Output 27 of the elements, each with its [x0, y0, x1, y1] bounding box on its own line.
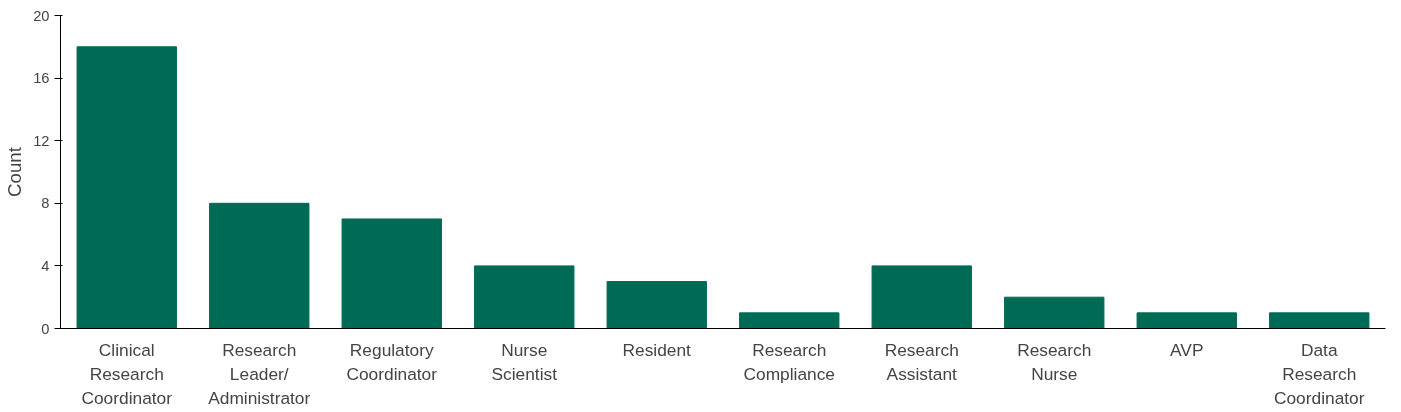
- x-tick-label: Research Leader/Administrator: [208, 339, 311, 408]
- y-tick-label: 20: [33, 7, 50, 24]
- x-tick-label: Resident: [622, 339, 692, 360]
- bar: [1004, 296, 1105, 329]
- x-tick-label: Research Nurse: [1017, 339, 1092, 384]
- bar: [341, 218, 442, 329]
- y-tick-label: 12: [33, 132, 50, 149]
- bar: [209, 202, 310, 329]
- x-tick-label: Nurse Scientist: [491, 339, 558, 384]
- x-tick-label: Regulatory Coordinator: [346, 339, 438, 384]
- x-tick-label: Research Compliance: [743, 339, 835, 384]
- bar: [871, 265, 972, 329]
- bar: [739, 312, 840, 329]
- y-tick-label: 8: [41, 195, 50, 212]
- x-tick-label: Data Research Coordinator: [1273, 339, 1365, 408]
- x-tick-label: Clinical Research Coordinator: [81, 339, 173, 408]
- y-axis-title: Count: [4, 146, 26, 197]
- bar: [76, 46, 177, 329]
- bar: [606, 281, 707, 329]
- y-tick-label: 4: [41, 257, 50, 274]
- bar: [1136, 312, 1237, 329]
- x-tick-label: Research Assistant: [884, 339, 959, 384]
- bar: [1269, 312, 1370, 329]
- y-tick-label: 0: [41, 320, 50, 337]
- bar: [474, 265, 575, 329]
- x-tick-label: AVP: [1170, 339, 1204, 360]
- y-tick-label: 16: [33, 70, 50, 87]
